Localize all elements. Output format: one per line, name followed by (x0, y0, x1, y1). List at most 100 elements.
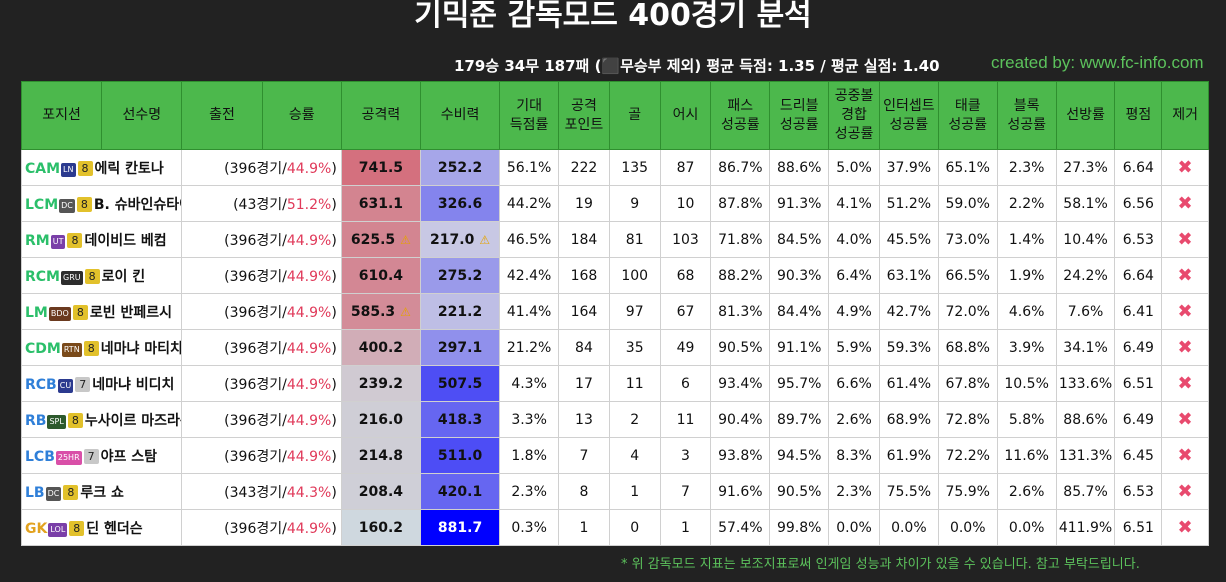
header-attack-power[interactable]: 공격력 (340, 81, 421, 150)
rating-cell: 6.41 (1114, 293, 1163, 330)
remove-icon[interactable]: ✖ (1177, 373, 1193, 394)
attack-power-value: 610.4 (358, 267, 404, 284)
header-block-success[interactable]: 블록 성공률 (996, 81, 1057, 150)
tackle-success-cell: 0.0% (937, 509, 998, 546)
position-label: GK (25, 520, 48, 537)
attack-points-cell: 17 (558, 365, 610, 402)
appearances-winrate-cell: (396경기/44.9%) (181, 437, 342, 474)
expected-goal-rate-cell: 1.8% (499, 437, 560, 474)
position-cell: LCB 25HR 7 야프 스탐 (20, 437, 183, 474)
player-name[interactable]: 로빈 반페르시 (89, 304, 172, 321)
header-goals[interactable]: 골 (608, 81, 661, 150)
pass-success-cell: 90.4% (710, 401, 771, 438)
block-success-cell: 1.4% (996, 221, 1057, 258)
header-dribble-success[interactable]: 드리블 성공률 (769, 81, 830, 150)
player-name[interactable]: 누사이르 마즈라위 (84, 412, 181, 429)
attack-power-value: 741.5 (358, 159, 404, 176)
win-rate: 44.9% (286, 412, 332, 429)
header-save-rate[interactable]: 선방률 (1055, 81, 1116, 150)
player-name[interactable]: 네마냐 비디치 (92, 376, 175, 393)
remove-icon[interactable]: ✖ (1177, 193, 1193, 214)
attack-power-value: 216.0 (358, 411, 404, 428)
dribble-success-cell: 90.3% (769, 257, 830, 294)
appearances-winrate-cell: (396경기/44.9%) (181, 329, 342, 366)
defense-power-cell: 217.0 ⚠ (419, 221, 501, 258)
player-name[interactable]: 네마냐 마티치 (100, 340, 182, 357)
games-count: 396 (229, 376, 257, 393)
table-row: RCB CU 7 네마냐 비디치 (396경기/44.9%) 239.2 507.5 4.3%… (20, 365, 1209, 402)
remove-icon[interactable]: ✖ (1177, 517, 1193, 538)
games-count: 396 (229, 268, 257, 285)
table-row: LM BDO 8 로빈 반페르시 (396경기/44.9%) 585.3 ⚠ 221.2 41.… (20, 293, 1209, 330)
dribble-success-cell: 88.6% (769, 149, 830, 186)
remove-icon[interactable]: ✖ (1177, 409, 1193, 430)
player-name[interactable]: 로이 킨 (101, 268, 146, 285)
player-name[interactable]: 딘 헨더슨 (86, 520, 143, 537)
rating-cell: 6.53 (1114, 221, 1163, 258)
rating-cell: 6.45 (1114, 437, 1163, 474)
games-suffix: 경기/ (256, 448, 287, 465)
block-success-cell: 4.6% (996, 293, 1057, 330)
player-name[interactable]: 야프 스탐 (100, 448, 158, 465)
defense-power-value: 275.2 (437, 267, 483, 284)
table-row: LB DC 8 루크 쇼 (343경기/44.3%) 208.4 420.1 2.3% 8 1 7 9… (20, 473, 1209, 510)
pass-success-cell: 57.4% (710, 509, 771, 546)
remove-cell: ✖ (1161, 509, 1209, 546)
table-row: CDM RTN 8 네마냐 마티치 (396경기/44.9%) 400.2 297.1 21.… (20, 329, 1209, 366)
header-tackle-success[interactable]: 태클 성공률 (937, 81, 998, 150)
rating-cell: 6.49 (1114, 401, 1163, 438)
player-name[interactable]: B. 슈바인슈타이거 (93, 196, 181, 213)
remove-icon[interactable]: ✖ (1177, 301, 1193, 322)
header-assists[interactable]: 어시 (659, 81, 712, 150)
attack-power-cell: 585.3 ⚠ (340, 293, 421, 330)
defense-power-value: 507.5 (437, 375, 483, 392)
enhance-grade-badge: 8 (69, 520, 85, 536)
remove-icon[interactable]: ✖ (1177, 445, 1193, 466)
player-name[interactable]: 루크 쇼 (80, 484, 124, 501)
header-aerial-success[interactable]: 공중볼 경합 성공률 (828, 81, 880, 150)
remove-icon[interactable]: ✖ (1177, 481, 1193, 502)
assists-cell: 68 (659, 257, 712, 294)
created-by-credit: created by: www.fc-info.com (991, 53, 1204, 72)
expected-goal-rate-cell: 4.3% (499, 365, 560, 402)
remove-icon[interactable]: ✖ (1177, 337, 1193, 358)
aerial-success-cell: 4.0% (828, 221, 880, 258)
player-name[interactable]: 에릭 칸토나 (94, 160, 164, 177)
header-pass-success[interactable]: 패스 성공률 (710, 81, 771, 150)
attack-power-value: 400.2 (358, 339, 404, 356)
win-rate: 44.9% (286, 232, 332, 249)
remove-icon[interactable]: ✖ (1177, 157, 1193, 178)
assists-cell: 10 (659, 185, 712, 222)
remove-cell: ✖ (1161, 473, 1209, 510)
defense-power-value: 217.0 (430, 231, 475, 248)
games-count: 396 (229, 412, 257, 429)
defense-power-cell: 420.1 (419, 473, 501, 510)
remove-icon[interactable]: ✖ (1177, 229, 1193, 250)
header-win-rate[interactable]: 승률 (261, 81, 342, 150)
tackle-success-cell: 68.8% (937, 329, 998, 366)
pass-success-cell: 87.8% (710, 185, 771, 222)
enhance-grade-badge: 8 (76, 196, 92, 212)
header-expected-goal-rate[interactable]: 기대 득점률 (499, 81, 560, 150)
remove-icon[interactable]: ✖ (1177, 265, 1193, 286)
header-appearances[interactable]: 출전 (181, 81, 263, 150)
season-badge-icon: GRU (61, 270, 83, 285)
player-name[interactable]: 데이비드 베컴 (84, 232, 167, 249)
attack-power-value: 631.1 (358, 195, 404, 212)
remove-cell: ✖ (1161, 437, 1209, 474)
header-attack-points[interactable]: 공격 포인트 (558, 81, 610, 150)
header-remove[interactable]: 제거 (1161, 81, 1209, 150)
header-rating[interactable]: 평점 (1114, 81, 1163, 150)
tackle-success-cell: 66.5% (937, 257, 998, 294)
header-player-name[interactable]: 선수명 (101, 81, 183, 150)
position-label: CDM (25, 340, 61, 357)
expected-goal-rate-cell: 41.4% (499, 293, 560, 330)
header-position[interactable]: 포지션 (20, 81, 103, 150)
win-rate: 44.9% (286, 304, 332, 321)
header-defense-power[interactable]: 수비력 (419, 81, 501, 150)
games-count: 343 (229, 484, 257, 501)
position-label: LM (25, 304, 48, 321)
remove-cell: ✖ (1161, 257, 1209, 294)
header-intercept-success[interactable]: 인터셉트 성공률 (878, 81, 939, 150)
record-summary: 179승 34무 187패 (⬛무승부 제외) 평균 득점: 1.35 / 평균… (454, 57, 940, 75)
